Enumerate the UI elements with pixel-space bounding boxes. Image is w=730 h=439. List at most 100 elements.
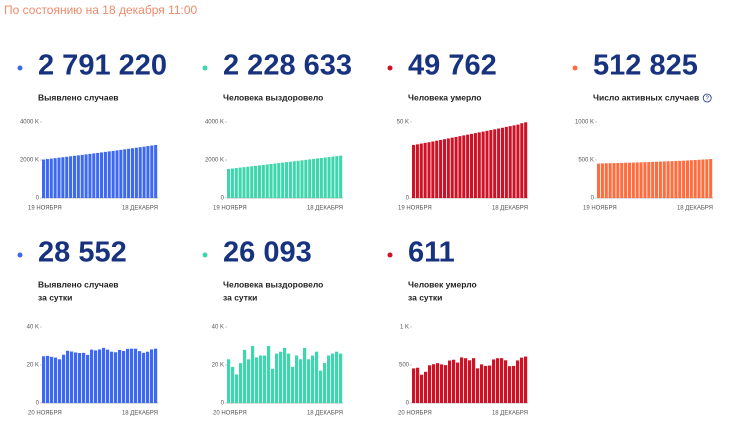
bar (697, 159, 701, 198)
bullet (202, 252, 208, 258)
x-tick-label: 20 НОЯБРЯ (213, 411, 247, 417)
bar (489, 130, 493, 198)
bar (689, 160, 693, 198)
subtitle: Человека выздоровело (223, 92, 323, 102)
bar (709, 159, 713, 198)
y-tick-label: 1 K (400, 325, 409, 331)
x-tick-label: 18 ДЕКАБРЯ (307, 411, 343, 417)
x-tick-label: 18 ДЕКАБРЯ (677, 206, 713, 212)
x-tick-label: 20 НОЯБРЯ (398, 411, 432, 417)
headline-value: 2 791 220 (38, 50, 167, 82)
bar (616, 162, 620, 198)
bar (508, 366, 512, 403)
bar (631, 162, 635, 198)
x-tick-label: 19 НОЯБРЯ (213, 206, 247, 212)
bar (662, 161, 666, 198)
bar (269, 163, 273, 198)
bar (331, 156, 335, 198)
bar (428, 365, 432, 403)
bar (666, 161, 670, 198)
bar (470, 133, 474, 198)
bar (600, 163, 604, 198)
y-tick-label: 40 K (212, 325, 224, 331)
bar (308, 159, 312, 198)
bar (247, 359, 251, 403)
bar (484, 365, 488, 403)
subtitle: за сутки (223, 292, 257, 302)
bar (635, 162, 639, 198)
bar (295, 355, 299, 403)
bar (275, 353, 279, 403)
bar (500, 127, 504, 198)
bar (90, 349, 94, 403)
y-tick-label: 0 (591, 196, 595, 202)
bar (100, 152, 104, 198)
y-tick-label: 40 K (27, 325, 39, 331)
subtitle: Человека выздоровело (223, 279, 323, 289)
bar (138, 147, 142, 198)
bar (312, 158, 316, 198)
bar (339, 155, 343, 198)
y-tick-label: 0 (406, 401, 410, 407)
bar (42, 356, 46, 403)
bar (82, 352, 86, 403)
bar (134, 348, 138, 403)
bar (130, 348, 134, 403)
bar (674, 160, 678, 198)
y-tick-label: 500 (399, 363, 410, 369)
headline-value: 26 093 (223, 237, 312, 269)
bar (427, 142, 431, 198)
bar (319, 157, 323, 198)
bar (496, 358, 500, 403)
bar (115, 150, 119, 198)
bar (111, 150, 115, 198)
bar (62, 354, 66, 403)
y-tick-label: 50 K (397, 120, 409, 126)
bar (512, 125, 516, 198)
bar (454, 136, 458, 198)
bar (292, 161, 296, 198)
bar (481, 131, 485, 198)
bar (106, 349, 110, 403)
bar (259, 355, 263, 403)
help-icon-glyph: ? (706, 96, 710, 102)
y-tick-label: 1000 K (575, 120, 594, 126)
bar (127, 148, 131, 198)
bar (42, 159, 46, 198)
bar (277, 163, 281, 198)
bar (267, 346, 271, 403)
bar (439, 139, 443, 198)
y-tick-label: 0 (221, 401, 225, 407)
bar (288, 161, 292, 198)
bar (516, 360, 520, 403)
bar (246, 166, 250, 198)
bar (279, 351, 283, 403)
bar (94, 350, 98, 403)
bar (154, 144, 158, 198)
bar (446, 138, 450, 198)
bar (92, 153, 96, 198)
bar (72, 155, 76, 198)
bar (485, 130, 489, 198)
bar (473, 133, 477, 198)
bar (98, 349, 102, 403)
bar (119, 149, 123, 198)
bar (504, 360, 508, 403)
y-tick-label: 4000 K (20, 120, 39, 126)
bar (76, 155, 80, 198)
bar (423, 142, 427, 198)
bar (323, 157, 327, 198)
bar (323, 363, 327, 403)
bar (612, 163, 616, 198)
bar (493, 129, 497, 198)
x-tick-label: 20 НОЯБРЯ (28, 411, 62, 417)
bar (235, 374, 239, 403)
bar (49, 158, 53, 198)
help-icon[interactable] (702, 93, 712, 103)
y-tick-label: 500 K (578, 158, 594, 164)
bar (110, 351, 114, 403)
bar (627, 162, 631, 198)
bar (227, 168, 231, 198)
bar (239, 363, 243, 403)
bar (242, 167, 246, 198)
